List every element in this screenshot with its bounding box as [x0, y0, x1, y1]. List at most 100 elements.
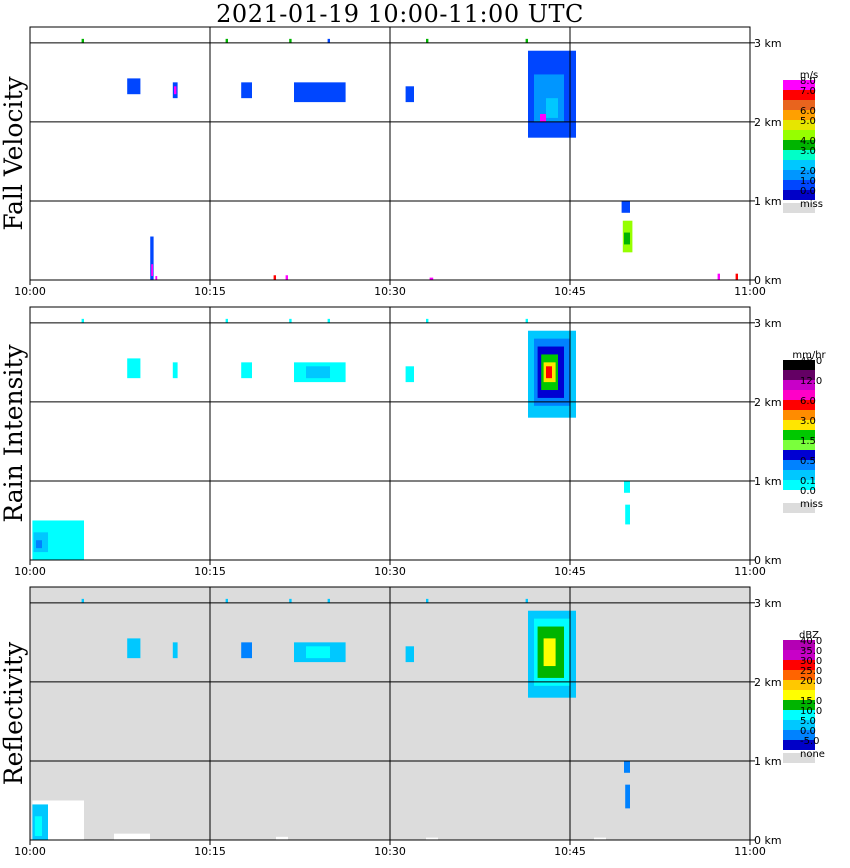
legend-label: 8.0	[800, 76, 816, 87]
legend-swatch	[783, 710, 815, 720]
legend-swatch	[783, 670, 815, 680]
y-tick-label: 0 km	[754, 554, 782, 567]
data-cell	[151, 264, 153, 277]
legend-swatch	[783, 430, 815, 440]
x-tick-label: 10:30	[374, 845, 406, 858]
legend-label: 10.0	[800, 706, 822, 717]
x-tick-label: 11:00	[734, 565, 766, 578]
y-tick-label: 3 km	[754, 37, 782, 50]
legend-swatch	[783, 90, 815, 100]
data-cell	[150, 236, 154, 280]
y-tick-label: 3 km	[754, 597, 782, 610]
legend-swatch	[783, 110, 815, 120]
legend-swatch	[783, 720, 815, 730]
legend-label: 3.0	[800, 416, 816, 427]
y-tick-label: 2 km	[754, 676, 782, 689]
x-tick-label: 10:00	[14, 285, 46, 298]
legend-swatch	[783, 120, 815, 130]
legend-swatch	[783, 203, 815, 213]
data-cell	[241, 642, 252, 659]
legend-swatch	[783, 400, 815, 410]
legend-swatch	[783, 440, 815, 450]
legend-label: 20.0	[800, 676, 822, 687]
data-cell	[327, 318, 330, 323]
y-tick-label: 1 km	[754, 475, 782, 488]
data-cell	[289, 318, 292, 323]
data-cell	[81, 598, 84, 603]
legend-label: 6.0	[800, 396, 816, 407]
data-cell	[174, 86, 177, 95]
data-cell	[225, 318, 228, 323]
data-cell	[426, 598, 429, 603]
data-cell	[114, 833, 150, 840]
data-cell	[327, 598, 330, 603]
legend-swatch	[783, 640, 815, 650]
legend-label: 2.0	[800, 166, 816, 177]
x-tick-label: 10:30	[374, 565, 406, 578]
legend-swatch	[783, 100, 815, 110]
legend-swatch	[783, 680, 815, 690]
y-tick-label: 3 km	[754, 317, 782, 330]
data-cell	[735, 273, 738, 280]
legend-label: 48.0	[800, 356, 822, 367]
data-cell	[540, 113, 546, 122]
data-cell	[127, 638, 141, 659]
data-cell	[225, 38, 228, 43]
panel-3: 10:00 10:15 10:30 10:45 11:00 0 km 1 km 2 km…	[0, 586, 825, 858]
legend-label: miss	[800, 499, 823, 510]
legend-swatch	[783, 490, 815, 500]
legend-swatch	[783, 700, 815, 710]
data-cell	[306, 366, 330, 379]
x-tick-label: 11:00	[734, 845, 766, 858]
legend-swatch	[783, 390, 815, 400]
x-tick-label: 10:15	[194, 845, 226, 858]
legend-swatch	[783, 380, 815, 390]
legend-swatch	[783, 140, 815, 150]
data-cell	[546, 366, 552, 379]
x-tick-label: 10:30	[374, 285, 406, 298]
legend-label: 0.1	[800, 476, 816, 487]
legend-title: mm/hr	[792, 350, 826, 361]
data-cell	[306, 646, 330, 659]
data-cell	[172, 642, 178, 659]
legend-label: -5.0	[800, 736, 820, 747]
legend-swatch	[783, 450, 815, 460]
x-tick-label: 10:00	[14, 845, 46, 858]
data-cell	[624, 480, 630, 493]
legend-swatch	[783, 410, 815, 420]
data-cell	[289, 38, 292, 43]
y-tick-label: 2 km	[754, 396, 782, 409]
legend-label: 0.0	[800, 486, 816, 497]
legend-swatch	[783, 80, 815, 90]
x-tick-label: 11:00	[734, 285, 766, 298]
data-cell	[81, 38, 84, 43]
data-cell	[426, 837, 438, 840]
data-cell	[36, 540, 42, 549]
data-cell	[285, 275, 288, 280]
data-cell	[621, 200, 630, 213]
data-cell	[241, 362, 252, 379]
legend-swatch	[783, 753, 815, 763]
legend-swatch	[783, 190, 815, 200]
legend-label: 7.0	[800, 86, 816, 97]
legend-label: 30.0	[800, 656, 822, 667]
legend-swatch	[783, 360, 815, 370]
y-tick-label: 0 km	[754, 834, 782, 847]
legend-label: 0.0	[800, 186, 816, 197]
legend-swatch	[783, 660, 815, 670]
legend-swatch	[783, 503, 815, 513]
legend-swatch	[783, 730, 815, 740]
data-cell	[34, 816, 42, 837]
y-tick-label: 2 km	[754, 116, 782, 129]
legend-title: m/s	[800, 70, 818, 81]
legend-label: 12.0	[800, 376, 822, 387]
data-cell	[525, 38, 528, 43]
legend-swatch	[783, 160, 815, 170]
x-tick-label: 10:15	[194, 285, 226, 298]
legend-label: 25.0	[800, 666, 822, 677]
legend-swatch	[783, 170, 815, 180]
legend-swatch	[783, 740, 815, 750]
data-cell	[546, 98, 558, 118]
legend-label: 0.0	[800, 726, 816, 737]
y-axis-label: Reflectivity	[0, 641, 28, 785]
